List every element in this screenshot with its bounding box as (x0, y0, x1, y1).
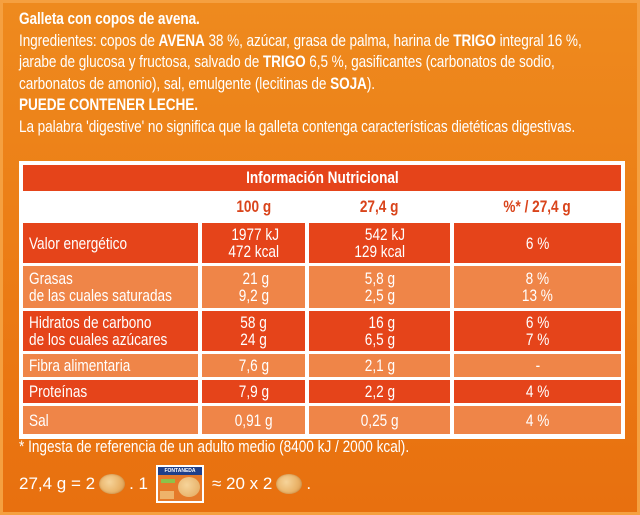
reference-intake: 8 % 13 % (454, 266, 621, 308)
header-per-100g: 100 g (236, 197, 271, 216)
value-per-portion: 0,25 g (309, 406, 450, 434)
pack-brand: FONTANEDA (158, 467, 202, 475)
portion-text-1: 27,4 g = 2 (19, 474, 96, 493)
allergen-ingredient: TRIGO (453, 30, 496, 50)
ingredients-line-3: carbonatos de amonio), sal, emulgente (l… (19, 73, 531, 95)
portion-text-4: . (306, 474, 312, 493)
value-per-100g: 1977 kJ 472 kcal (202, 223, 305, 263)
value-per-portion: 542 kJ 129 kcal (309, 223, 450, 263)
value-per-100g: 58 g 24 g (202, 311, 305, 351)
ingredient-text: Ingredientes: copos de (19, 30, 159, 50)
table-title: Información Nutricional (23, 165, 621, 191)
header-reference-intake: %* / 27,4 g (503, 197, 572, 216)
allergen-ingredient: TRIGO (262, 52, 306, 71)
row-label: Proteínas (23, 380, 198, 403)
value-per-100g: 7,6 g (202, 354, 305, 377)
row-label: Grasas de las cuales saturadas (23, 266, 198, 308)
ingredient-text: 6,5 %, gasificantes (carbonatos de sodio… (305, 52, 555, 71)
ingredient-text: integral 16 %, (495, 30, 582, 50)
ingredient-text: carbonatos de amonio), sal, emulgente (l… (19, 73, 331, 93)
product-title: Galleta con copos de avena. (19, 9, 200, 28)
allergen-warning: PUEDE CONTENER LECHE. (19, 95, 198, 114)
value-per-portion: 2,2 g (309, 380, 450, 403)
reference-intake: 4 % (454, 406, 621, 434)
row-label: Sal (23, 406, 198, 434)
intro-text: Galleta con copos de avena. Ingredientes… (19, 8, 640, 137)
reference-intake: - (454, 354, 621, 377)
cookie-icon (99, 474, 126, 494)
value-per-100g: 0,91 g (202, 406, 305, 434)
ingredient-text: jarabe de glucosa y fructosa, salvado de (19, 52, 263, 71)
row-label: Hidratos de carbono de los cuales azúcar… (23, 311, 198, 351)
pack-oats (160, 491, 174, 499)
value-per-portion: 5,8 g 2,5 g (309, 266, 450, 308)
header-per-portion: 27,4 g (360, 197, 399, 216)
value-per-100g: 21 g 9,2 g (202, 266, 305, 308)
ingredient-text: ). (366, 73, 375, 93)
pack-cookie (178, 477, 200, 497)
reference-intake: 6 % (454, 223, 621, 263)
reference-intake: 6 % 7 % (454, 311, 621, 351)
ingredient-text: 38 %, azúcar, grasa de palma, harina de (204, 30, 454, 50)
pack-label (161, 479, 175, 483)
value-per-portion: 2,1 g (309, 354, 450, 377)
row-label: Fibra alimentaria (23, 354, 198, 377)
nutrition-table: Información Nutricional 100 g 27,4 g %* … (19, 161, 625, 439)
cookie-icon (276, 474, 303, 494)
portion-text-3: ≈ 20 x 2 (212, 474, 273, 493)
value-per-portion: 16 g 6,5 g (309, 311, 450, 351)
allergen-ingredient: SOJA (330, 73, 367, 93)
allergen-ingredient: AVENA (158, 30, 205, 50)
portion-text-2: . 1 (129, 474, 148, 493)
value-per-100g: 7,9 g (202, 380, 305, 403)
ingredients-line-1: Ingredientes: copos de AVENA 38 %, azúca… (19, 30, 582, 52)
footnote: * Ingesta de referencia de un adulto med… (19, 437, 410, 456)
package-icon: FONTANEDA (156, 465, 204, 503)
portion-info: 27,4 g = 2 . 1 FONTANEDA ≈ 20 x 2 . (19, 465, 312, 503)
row-label: Valor energético (23, 223, 198, 263)
reference-intake: 4 % (454, 380, 621, 403)
digestive-disclaimer: La palabra 'digestive' no significa que … (19, 116, 576, 136)
ingredients-line-2: jarabe de glucosa y fructosa, salvado de… (19, 51, 555, 73)
